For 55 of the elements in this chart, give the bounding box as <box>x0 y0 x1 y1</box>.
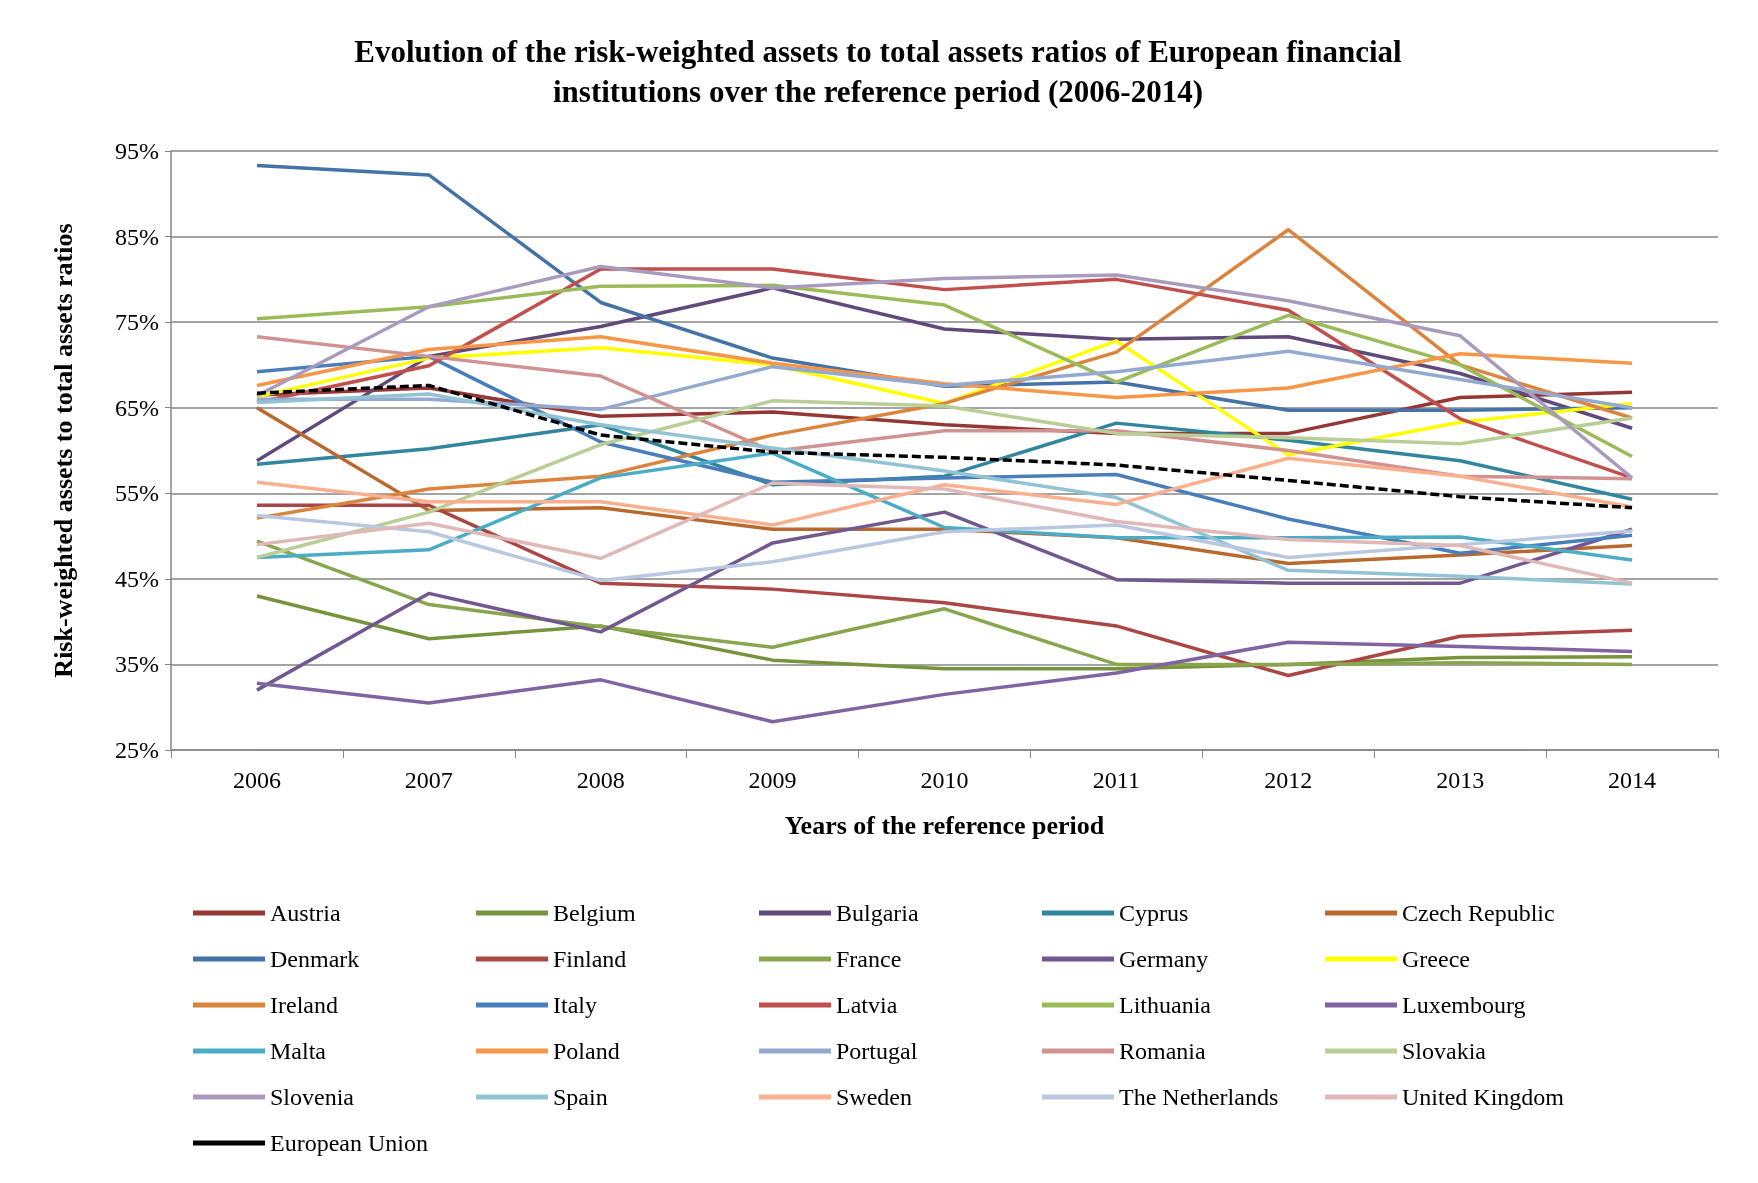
legend-label: Italy <box>553 992 597 1018</box>
legend-label: Poland <box>553 1038 620 1064</box>
legend-label: Bulgaria <box>836 900 919 926</box>
legend-label: France <box>836 946 902 972</box>
legend-label: Czech Republic <box>1402 900 1555 926</box>
x-tick-label: 2010 <box>920 767 969 793</box>
x-tick-label: 2008 <box>576 767 625 793</box>
legend-label: Luxembourg <box>1402 992 1526 1018</box>
line-series <box>255 539 1634 667</box>
legend-label: Slovakia <box>1402 1038 1487 1064</box>
legend-label: Romania <box>1119 1038 1206 1064</box>
legend-label: Germany <box>1119 946 1209 972</box>
x-tick-label: 2012 <box>1264 767 1313 793</box>
legend-label: Spain <box>553 1084 608 1110</box>
line-series <box>255 456 1634 527</box>
y-tick-label: 85% <box>115 223 159 250</box>
line-series <box>255 513 1634 583</box>
y-tick-label: 35% <box>115 651 159 678</box>
x-tick-label: 2011 <box>1092 767 1140 793</box>
legend-label: Belgium <box>553 900 636 926</box>
line-series <box>255 481 1634 585</box>
x-tick-label: 2013 <box>1436 767 1485 793</box>
line-series <box>255 383 1634 510</box>
y-tick-label: 95% <box>115 138 159 164</box>
y-tick-label: 75% <box>115 309 159 336</box>
y-tick-label: 55% <box>115 480 159 507</box>
legend-label: The Netherlands <box>1119 1084 1279 1110</box>
line-series <box>255 640 1634 724</box>
x-tick-label: 2014 <box>1608 767 1657 793</box>
x-axis-title: Years of the reference period <box>784 810 1105 840</box>
legend-label: Malta <box>270 1038 327 1064</box>
legend-label: Sweden <box>836 1084 912 1110</box>
x-tick-label: 2009 <box>748 767 797 793</box>
legend-label: European Union <box>270 1130 428 1156</box>
x-tick-label: 2007 <box>404 767 453 793</box>
legend-label: Cyprus <box>1119 900 1189 926</box>
legend-label: Lithuania <box>1119 992 1212 1018</box>
y-axis-title: Risk-weighted assets to total assets ratios <box>48 223 78 678</box>
legend-label: Greece <box>1402 946 1470 972</box>
line-series <box>255 392 1634 586</box>
legend-label: Portugal <box>836 1038 918 1064</box>
y-tick-label: 65% <box>115 394 159 421</box>
y-tick-label: 45% <box>115 565 159 592</box>
legend-label: Slovenia <box>270 1084 355 1110</box>
legend-label: Ireland <box>270 992 338 1018</box>
line-series <box>255 334 1634 400</box>
legend-label: Austria <box>270 900 341 926</box>
x-tick-label: 2006 <box>232 767 281 793</box>
y-tick-label: 25% <box>115 737 159 763</box>
legend-label: United Kingdom <box>1402 1084 1565 1110</box>
line-series <box>255 349 1634 412</box>
legend-label: Denmark <box>270 946 360 972</box>
legend-label: Finland <box>553 946 627 972</box>
chart-title: Evolution of the risk-weighted assets to total assets ratios of European financial institutions over the reference period (2006-2014) <box>354 33 1403 109</box>
legend-label: Latvia <box>836 992 898 1018</box>
